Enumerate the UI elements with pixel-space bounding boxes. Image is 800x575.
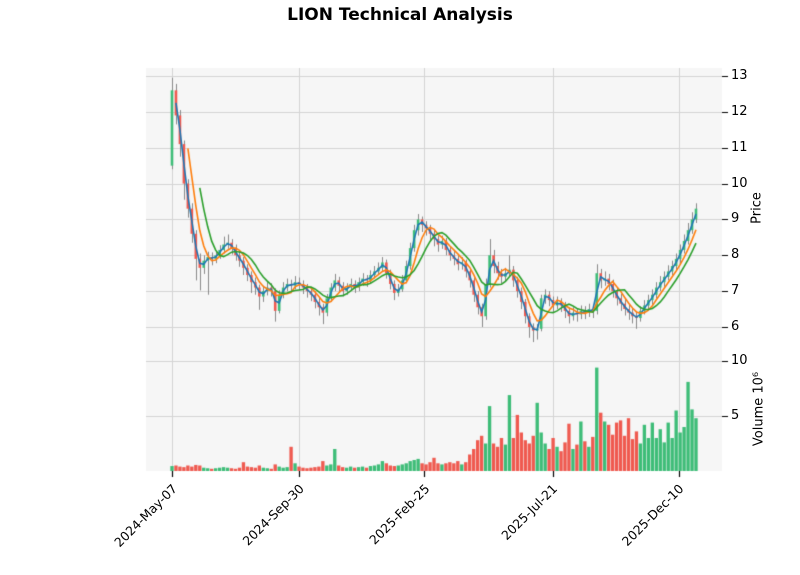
price-tick-label: 11	[731, 139, 748, 155]
price-tick-label: 9	[731, 211, 740, 227]
volume-tick-label: 10	[731, 353, 748, 368]
price-tick-label: 10	[731, 175, 748, 191]
price-tick-label: 6	[731, 318, 740, 334]
volume-tick-label: 5	[731, 408, 740, 423]
price-tick-label: 7	[731, 283, 740, 299]
price-tick-label: 12	[731, 103, 748, 119]
price-axis-label: Price	[749, 191, 765, 224]
price-tick-label: 13	[731, 68, 748, 83]
price-tick-label: 8	[731, 247, 740, 263]
volume-axis-label: Volume 10⁶	[751, 371, 767, 447]
